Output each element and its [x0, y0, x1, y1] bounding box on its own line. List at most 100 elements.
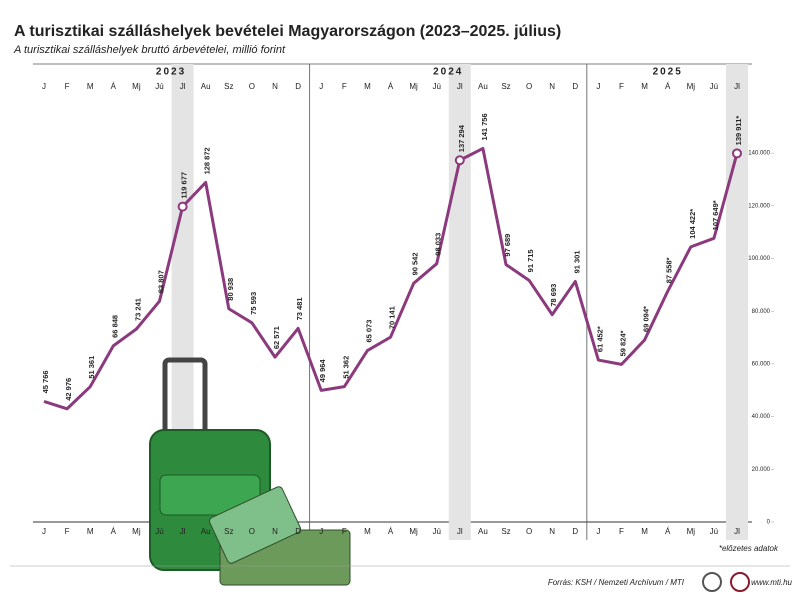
y-tick-label: 140.000 — [748, 151, 770, 157]
value-label: 66 848 — [110, 315, 119, 338]
y-tick-label: 20.000 — [752, 467, 771, 473]
x-tick-label: Jú — [432, 527, 440, 536]
x-tick-label-top: Á — [388, 82, 394, 91]
value-label: 83 807 — [156, 270, 165, 293]
x-tick-label-top: D — [295, 82, 301, 91]
value-label: 98 033 — [434, 233, 443, 256]
x-tick-label: J — [596, 527, 600, 536]
website: www.mti.hu — [751, 578, 792, 587]
chart-subtitle: A turisztikai szálláshelyek bruttó árbev… — [13, 44, 286, 56]
x-tick-label: Sz — [224, 527, 233, 536]
x-tick-label-top: Au — [478, 82, 488, 91]
x-tick-label: O — [526, 527, 532, 536]
x-tick-label-top: Mj — [409, 82, 418, 91]
x-tick-label: Jl — [180, 527, 186, 536]
x-tick-label: Mj — [409, 527, 418, 536]
point-marker — [732, 148, 742, 159]
line — [43, 146, 739, 411]
point-marker — [454, 155, 465, 166]
value-label: 73 481 — [295, 297, 304, 320]
x-tick-label: F — [342, 527, 347, 536]
x-tick-label-top: Sz — [224, 82, 233, 91]
x-tick-label-top: Mj — [132, 82, 141, 91]
value-label: 91 301 — [572, 250, 581, 273]
year-label: 2024 — [433, 67, 463, 78]
x-tick-label: Á — [111, 527, 117, 536]
y-tick-label: 120.000 — [748, 203, 770, 209]
x-tick-label-top: F — [65, 82, 70, 91]
x-tick-label-top: J — [319, 82, 323, 91]
value-label: 61 452* — [595, 326, 604, 352]
x-tick-label-top: J — [42, 82, 46, 91]
x-tick-label-top: Á — [111, 82, 117, 91]
suitcase — [149, 357, 351, 586]
x-tick-label: M — [641, 527, 648, 536]
footnote: *előzetes adatok — [719, 544, 779, 553]
point-marker — [177, 201, 188, 212]
value-label: 104 422* — [688, 209, 697, 239]
value-label: 80 938 — [226, 278, 235, 301]
y-tick-label: 0 — [767, 520, 771, 526]
x-tick-label: M — [87, 527, 94, 536]
x-tick-label: Jl — [734, 527, 740, 536]
x-tick-label-top: Jl — [457, 82, 463, 91]
x-tick-label: Sz — [501, 527, 510, 536]
value-label: 87 558* — [665, 257, 674, 283]
x-tick-label-top: D — [572, 82, 578, 91]
y-tick-label: 40.000 — [752, 414, 771, 420]
x-tick-label: N — [272, 527, 278, 536]
x-tick-label-top: N — [549, 82, 555, 91]
value-label: 42 976 — [64, 378, 73, 401]
x-tick-label-top: N — [272, 82, 278, 91]
x-tick-label-top: O — [249, 82, 255, 91]
x-tick-label-top: Jú — [710, 82, 718, 91]
year-label: 2025 — [653, 67, 683, 78]
x-tick-label-top: O — [526, 82, 532, 91]
x-tick-label: Mj — [687, 527, 696, 536]
x-tick-label-top: Jl — [734, 82, 740, 91]
highlight-band — [171, 64, 194, 540]
value-label: 65 073 — [364, 320, 373, 343]
y-tick-label: 60.000 — [752, 361, 771, 367]
x-tick-label-top: F — [619, 82, 624, 91]
value-label: 49 964 — [318, 359, 327, 383]
x-tick-label: J — [42, 527, 46, 536]
x-tick-label-top: J — [596, 82, 600, 91]
y-tick-label: 80.000 — [752, 309, 771, 315]
x-tick-label: Au — [201, 527, 211, 536]
x-tick-label: F — [65, 527, 70, 536]
x-tick-label: Á — [388, 527, 394, 536]
value-label: 45 766 — [41, 370, 50, 393]
value-label: 51 361 — [87, 356, 96, 379]
value-label: 59 824* — [618, 330, 627, 356]
x-tick-label: Mj — [132, 527, 141, 536]
value-label: 141 756 — [480, 113, 489, 140]
x-tick-label-top: M — [87, 82, 94, 91]
value-label: 78 693 — [549, 284, 558, 307]
x-tick-label-top: Sz — [501, 82, 510, 91]
value-label: 90 542 — [411, 252, 420, 275]
value-label: 70 141 — [387, 306, 396, 329]
x-tick-label: J — [319, 527, 323, 536]
logo-na — [730, 572, 750, 592]
x-tick-label: Jú — [710, 527, 718, 536]
value-label: 51 362 — [341, 356, 350, 379]
value-label: 69 094* — [642, 306, 651, 332]
x-tick-label-top: Au — [201, 82, 211, 91]
x-tick-label: Au — [478, 527, 488, 536]
x-tick-label-top: Jú — [432, 82, 440, 91]
x-tick-label-top: M — [641, 82, 648, 91]
x-tick-label-top: Á — [665, 82, 671, 91]
chart-title: A turisztikai szálláshelyek bevételei Ma… — [14, 23, 561, 40]
y-tick-label: 100.000 — [748, 256, 770, 262]
x-tick-label: F — [619, 527, 624, 536]
x-tick-label: M — [364, 527, 371, 536]
value-label: 97 689 — [503, 234, 512, 257]
x-tick-label: D — [572, 527, 578, 536]
x-tick-label: Jl — [457, 527, 463, 536]
logo-mti — [702, 572, 722, 592]
value-label: 119 677 — [180, 172, 189, 199]
x-tick-label: N — [549, 527, 555, 536]
